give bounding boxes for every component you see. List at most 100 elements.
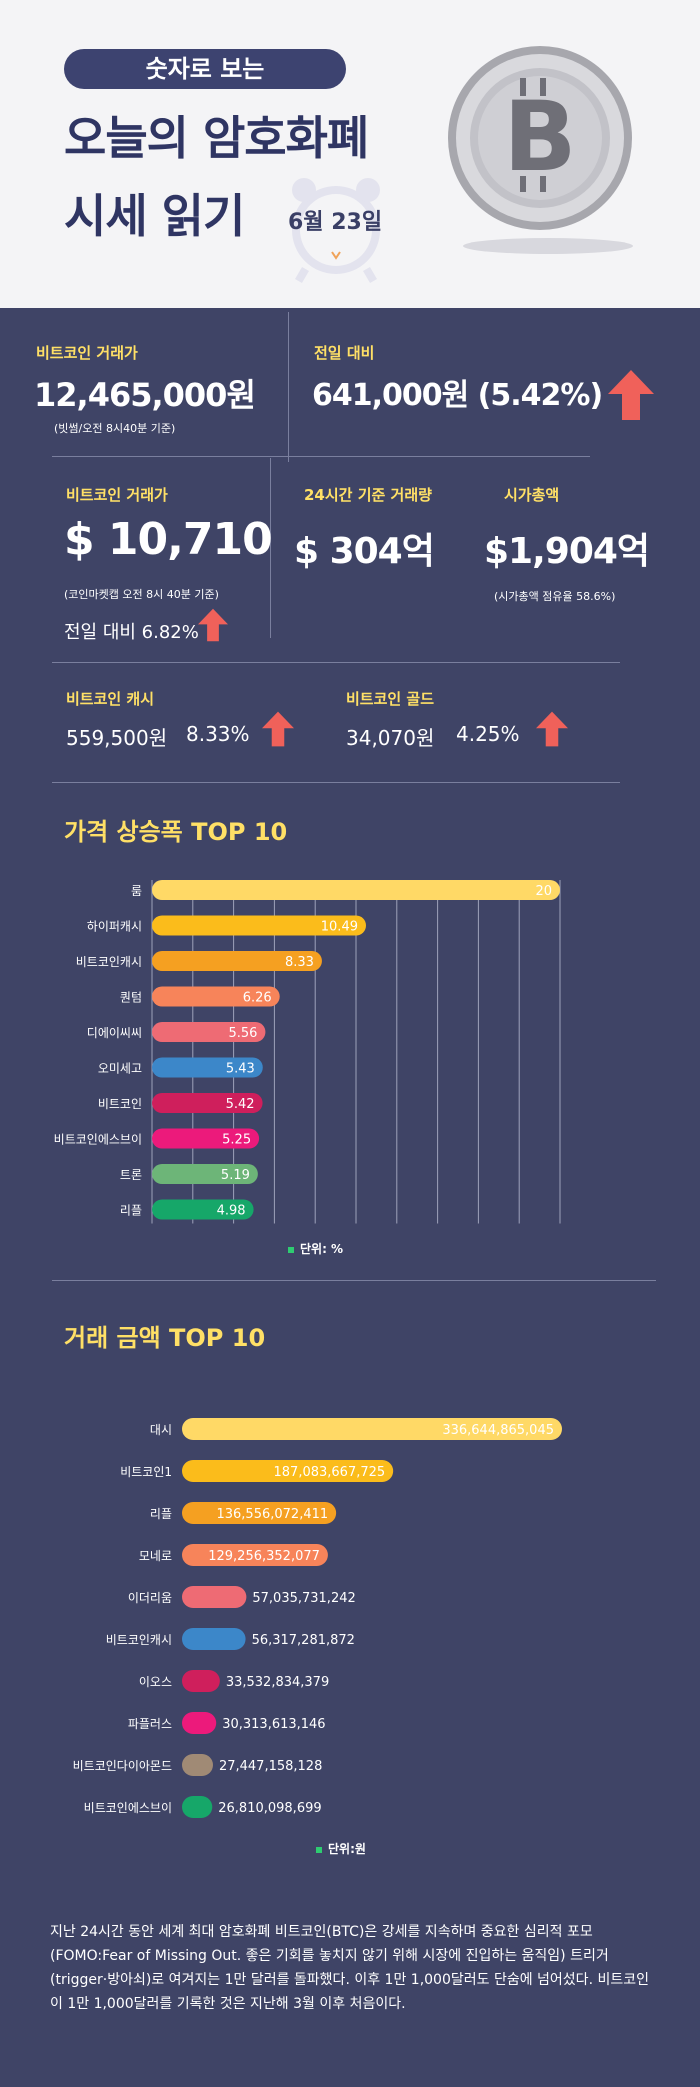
category-label: 퀀텀 [120, 991, 142, 1005]
category-label: 리플 [150, 1507, 172, 1521]
divider [52, 1280, 656, 1281]
data-label: 336,644,865,045 [442, 1423, 554, 1438]
category-label: 디에이씨씨 [87, 1026, 142, 1040]
bar [152, 1164, 258, 1184]
up-arrow-icon [536, 711, 568, 747]
btc-usd-change: 전일 대비 6.82% [64, 622, 199, 643]
data-label: 5.43 [226, 1062, 255, 1077]
chart1-title: 가격 상승폭 TOP 10 [64, 818, 288, 846]
data-label: 5.56 [228, 1026, 257, 1041]
alarm-clock-icon [292, 178, 380, 284]
market-cap-value: $1,904억 [484, 531, 650, 572]
bch-value: 559,500원 [66, 726, 168, 750]
bar [182, 1670, 220, 1692]
data-label: 5.25 [222, 1133, 251, 1148]
bar [152, 1128, 260, 1149]
page-title-line1: 오늘의 암호화폐 [64, 111, 369, 165]
data-label: 5.19 [221, 1168, 250, 1183]
btc-krw-label: 비트코인 거래가 [36, 344, 138, 362]
category-label: 비트코인캐시 [106, 1633, 172, 1647]
bar [182, 1544, 328, 1566]
bch-change: 8.33% [186, 722, 250, 746]
category-label: 대시 [150, 1423, 172, 1437]
bar [182, 1754, 213, 1776]
divider [52, 456, 590, 457]
btc-krw-value: 12,465,000원 [34, 376, 256, 414]
category-label: 하이퍼캐시 [87, 920, 142, 934]
bar [182, 1460, 394, 1482]
data-label: 129,256,352,077 [208, 1549, 320, 1564]
date-label: 6월 23일 [288, 210, 383, 235]
data-label: 57,035,731,242 [252, 1591, 355, 1606]
svg-text:B: B [503, 81, 576, 193]
data-label: 187,083,667,725 [274, 1465, 386, 1480]
divider [52, 662, 620, 663]
btg-change: 4.25% [456, 722, 520, 746]
data-label: 6.26 [243, 991, 272, 1006]
divider [288, 312, 289, 462]
bar [152, 1199, 254, 1220]
bar [182, 1712, 217, 1734]
data-label: 26,810,098,699 [218, 1801, 321, 1816]
data-label: 10.49 [321, 920, 358, 935]
prev-day-label: 전일 대비 [314, 344, 375, 362]
bar [152, 1093, 263, 1113]
up-arrow-icon [608, 370, 654, 420]
category-label: 비트코인1 [120, 1465, 172, 1479]
category-label: 오미세고 [98, 1062, 142, 1076]
category-label: 비트코인캐시 [76, 955, 142, 969]
btg-value: 34,070원 [346, 726, 435, 750]
category-label: 룸 [131, 884, 142, 898]
btc-usd-note: (코인마켓캡 오전 8시 40분 기준) [64, 588, 219, 601]
data-label: 27,447,158,128 [219, 1759, 322, 1774]
divider [270, 458, 271, 638]
data-label: 8.33 [285, 955, 314, 970]
trade-amount-chart: 대시 336,644,865,045 비트코인1 187,083,667,725 리플 1… [73, 1418, 562, 1818]
price-increase-chart: 룸 20 하이퍼캐시 10.49 비트코인캐시 8.33 퀀텀 6.26 디에이씨씨 5.56 오미… [54, 880, 561, 1224]
category-label: 이오스 [139, 1675, 172, 1689]
bar [152, 1022, 266, 1042]
bar [182, 1586, 247, 1608]
chart1-legend: 단위: % [288, 1240, 343, 1257]
market-cap-label: 시가총액 [504, 486, 560, 504]
footnote: 지난 24시간 동안 세계 최대 암호화폐 비트코인(BTC)은 강세를 지속하… [50, 1924, 649, 2012]
hero-header: 숫자로 보는 오늘의 암호화폐 시세 읽기 6월 23일 B [0, 0, 700, 308]
volume-value: $ 304억 [294, 531, 435, 572]
category-label: 비트코인다이아몬드 [73, 1759, 172, 1773]
chart2-title: 거래 금액 TOP 10 [64, 1324, 266, 1352]
btc-krw-note: (빗썸/오전 8시40분 기준) [54, 422, 176, 435]
data-label: 20 [535, 884, 552, 899]
category-label: 비트코인에스브이 [84, 1801, 172, 1815]
bar [152, 986, 280, 1007]
bch-label: 비트코인 캐시 [66, 690, 155, 708]
legend-marker [316, 1846, 322, 1853]
btg-label: 비트코인 골드 [346, 690, 435, 708]
bar [152, 915, 366, 936]
market-cap-note: (시가총액 점유율 58.6%) [494, 590, 616, 603]
divider [52, 782, 620, 783]
bar [182, 1502, 337, 1524]
category-label: 트론 [120, 1168, 142, 1182]
up-arrow-icon [198, 608, 228, 642]
bar [182, 1796, 213, 1818]
bitcoin-coin-icon: B [448, 46, 633, 254]
bar [182, 1418, 562, 1440]
chart2-legend: 단위:원 [316, 1840, 366, 1857]
bar [152, 880, 560, 900]
up-arrow-icon [262, 711, 294, 747]
bar [182, 1628, 246, 1650]
category-label: 비트코인에스브이 [54, 1133, 142, 1147]
chart1-unit: 단위: % [300, 1242, 344, 1256]
chart2-unit: 단위:원 [328, 1842, 366, 1856]
category-label: 파플러스 [128, 1717, 172, 1731]
volume-label: 24시간 기준 거래량 [304, 486, 432, 504]
category-label: 비트코인 [98, 1097, 142, 1111]
data-label: 30,313,613,146 [222, 1717, 325, 1732]
btc-usd-label: 비트코인 거래가 [66, 486, 168, 504]
page-title-line2: 시세 읽기 [64, 189, 245, 243]
data-label: 136,556,072,411 [216, 1507, 328, 1522]
data-label: 4.98 [217, 1204, 246, 1219]
header-pill: 숫자로 보는 [64, 49, 346, 89]
legend-marker [288, 1246, 294, 1253]
category-label: 모네로 [139, 1549, 172, 1563]
